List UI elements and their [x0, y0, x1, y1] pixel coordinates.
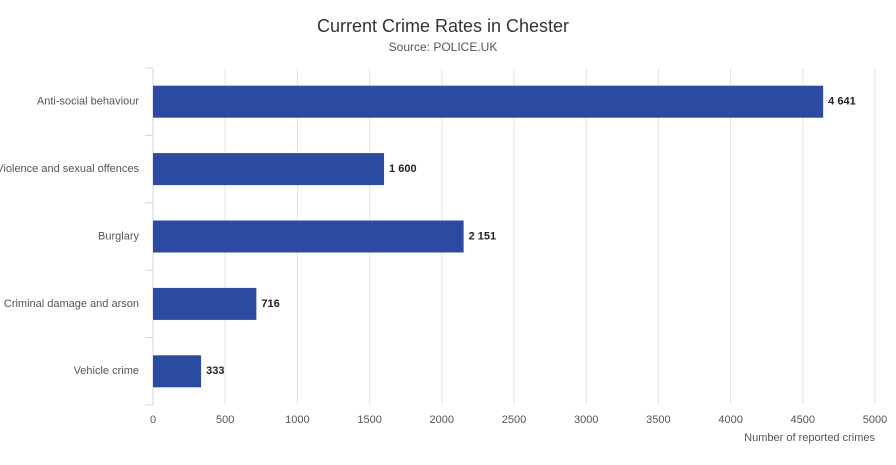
- bar: [153, 153, 385, 186]
- x-tick-label: 5000: [863, 414, 887, 426]
- x-tick-label: 3500: [646, 414, 670, 426]
- x-tick-label: 4000: [718, 414, 742, 426]
- x-tick-label: 0: [150, 414, 156, 426]
- value-label: 4 641: [828, 96, 856, 108]
- x-tick-label: 1000: [285, 414, 309, 426]
- bar: [153, 85, 824, 118]
- chart-title: Current Crime Rates in Chester: [317, 16, 569, 36]
- value-label: 333: [206, 365, 224, 377]
- chart-subtitle: Source: POLICE.UK: [389, 40, 498, 54]
- x-tick-label: 500: [216, 414, 234, 426]
- x-tick-label: 3000: [574, 414, 598, 426]
- bar: [153, 355, 202, 388]
- y-tick-label: Violence and sexual offences: [0, 163, 139, 175]
- y-tick-label: Anti-social behaviour: [37, 96, 139, 108]
- bar: [153, 220, 464, 253]
- x-tick-label: 4500: [791, 414, 815, 426]
- x-tick-label: 2500: [502, 414, 526, 426]
- x-axis-title: Number of reported crimes: [744, 432, 875, 444]
- y-tick-label: Burglary: [98, 230, 139, 242]
- value-label: 1 600: [389, 163, 417, 175]
- x-tick-label: 2000: [430, 414, 454, 426]
- x-tick-label: 1500: [357, 414, 381, 426]
- bar: [153, 287, 257, 320]
- y-tick-label: Vehicle crime: [74, 365, 139, 377]
- y-tick-label: Criminal damage and arson: [4, 298, 139, 310]
- value-label: 2 151: [469, 230, 497, 242]
- value-label: 716: [261, 298, 279, 310]
